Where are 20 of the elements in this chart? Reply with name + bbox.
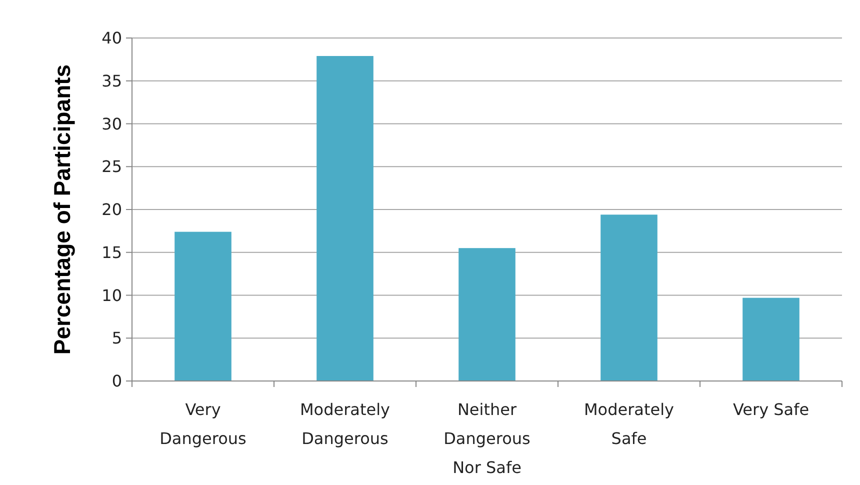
y-tick-label: 0 [112, 372, 122, 391]
y-tick-label: 5 [112, 328, 122, 348]
bar [600, 214, 658, 381]
y-tick-label: 35 [102, 71, 122, 90]
y-tick-label: 20 [102, 200, 122, 220]
x-tick-label: Moderately Dangerous [300, 400, 390, 448]
bar [742, 298, 800, 381]
bar [316, 56, 374, 381]
x-tick-label: Neither Dangerous Nor Safe [444, 400, 530, 477]
bar [174, 232, 232, 381]
y-tick-label: 15 [102, 242, 122, 262]
y-tick-label: 10 [102, 286, 122, 305]
y-tick-label: 40 [102, 28, 122, 48]
x-tick-label: Very Safe [732, 400, 810, 419]
y-axis-title: Percentage of Participants [49, 64, 75, 355]
y-tick-label: 25 [102, 157, 122, 176]
x-tick-label: Moderately Safe [584, 400, 674, 448]
y-tick-label: 30 [102, 114, 122, 134]
bar [458, 248, 516, 381]
x-tick-label: Very Dangerous [160, 400, 246, 448]
